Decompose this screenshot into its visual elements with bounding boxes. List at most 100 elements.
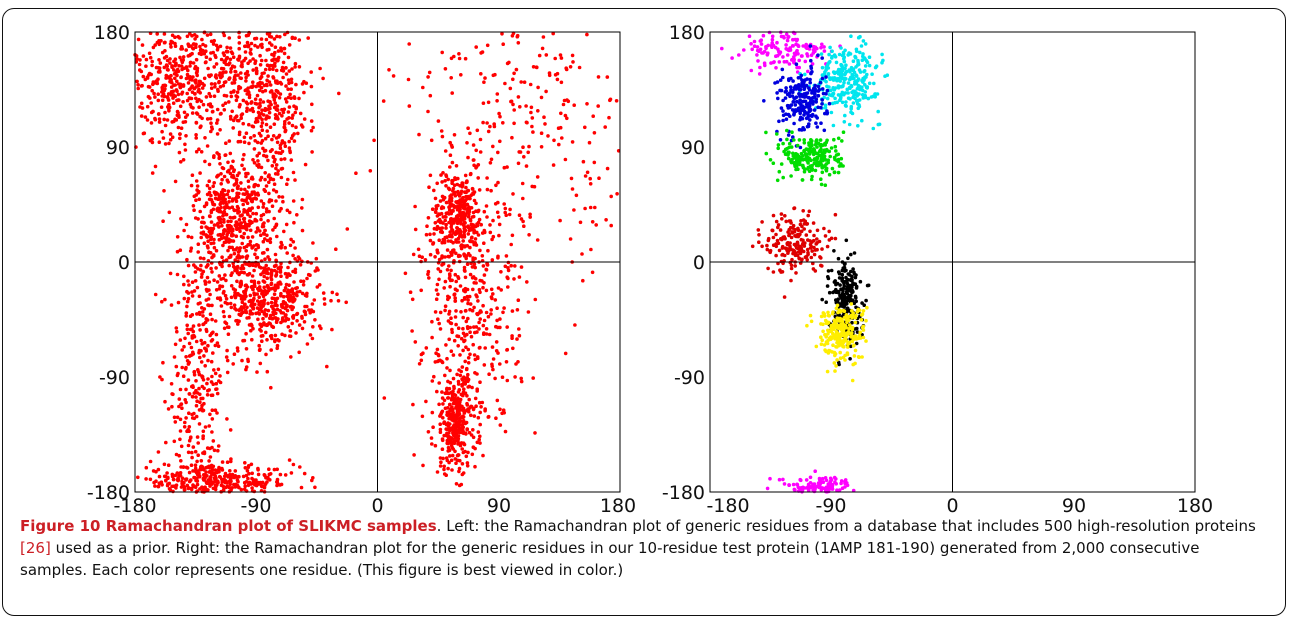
scatter-point xyxy=(215,121,219,125)
scatter-point xyxy=(227,255,231,260)
scatter-point xyxy=(249,322,253,327)
scatter-point xyxy=(266,219,270,223)
scatter-point xyxy=(444,211,449,216)
scatter-point xyxy=(261,205,266,209)
scatter-point xyxy=(759,42,764,46)
ramachandran-plot-left: 180 90 0 -90 -180 -180 -90 0 90 180 xyxy=(87,22,636,515)
scatter-point xyxy=(784,219,788,224)
scatter-point xyxy=(489,287,494,292)
scatter-point xyxy=(465,403,470,407)
scatter-point xyxy=(234,114,239,118)
scatter-point xyxy=(437,402,441,407)
scatter-point xyxy=(284,100,289,104)
scatter-point xyxy=(836,136,841,141)
scatter-point xyxy=(802,169,807,174)
scatter-point xyxy=(496,215,501,219)
scatter-point xyxy=(781,75,785,80)
scatter-point xyxy=(459,482,464,487)
scatter-point xyxy=(229,117,233,121)
scatter-point xyxy=(544,53,549,57)
scatter-point xyxy=(861,80,865,84)
scatter-point xyxy=(267,191,271,196)
scatter-point xyxy=(451,376,456,381)
scatter-point xyxy=(159,105,164,109)
scatter-point xyxy=(189,246,194,250)
scatter-point xyxy=(262,149,267,153)
scatter-point xyxy=(182,425,187,429)
scatter-point xyxy=(810,167,814,171)
scatter-point xyxy=(832,53,837,57)
scatter-point xyxy=(244,100,249,104)
scatter-point xyxy=(236,250,241,254)
scatter-point xyxy=(282,300,286,305)
scatter-point xyxy=(165,483,170,488)
scatter-point xyxy=(445,248,450,252)
scatter-point xyxy=(294,331,298,335)
scatter-point xyxy=(264,116,269,120)
scatter-point xyxy=(863,64,868,68)
scatter-point xyxy=(531,130,535,134)
scatter-point xyxy=(240,241,244,246)
scatter-point xyxy=(175,415,180,420)
scatter-point xyxy=(474,148,479,153)
scatter-point xyxy=(482,80,486,84)
scatter-point xyxy=(255,227,260,231)
scatter-point xyxy=(775,238,780,243)
scatter-point xyxy=(185,72,190,77)
scatter-point xyxy=(874,64,879,68)
scatter-point xyxy=(280,141,284,145)
scatter-point xyxy=(438,464,443,468)
scatter-point xyxy=(780,217,784,221)
scatter-point xyxy=(469,193,474,197)
scatter-point xyxy=(266,267,271,271)
scatter-point xyxy=(275,140,280,145)
scatter-point xyxy=(193,270,198,274)
scatter-point xyxy=(271,228,275,232)
scatter-point xyxy=(265,338,269,342)
scatter-point xyxy=(843,479,847,484)
scatter-point xyxy=(762,99,766,103)
scatter-point xyxy=(458,397,463,402)
scatter-point xyxy=(840,486,845,491)
scatter-point xyxy=(186,450,191,455)
scatter-point xyxy=(279,175,284,180)
scatter-point xyxy=(487,372,491,377)
scatter-point xyxy=(256,183,261,188)
scatter-point xyxy=(790,44,795,48)
scatter-point xyxy=(842,120,847,124)
scatter-point xyxy=(283,97,288,101)
scatter-point xyxy=(814,121,818,125)
scatter-point xyxy=(472,305,476,310)
scatter-point xyxy=(254,102,259,106)
scatter-point xyxy=(178,248,183,252)
scatter-point xyxy=(174,61,178,65)
scatter-point xyxy=(750,244,755,249)
scatter-point xyxy=(191,350,195,355)
scatter-point xyxy=(417,362,422,366)
scatter-point xyxy=(799,478,803,483)
scatter-point xyxy=(585,170,590,175)
scatter-point xyxy=(445,438,450,443)
scatter-point xyxy=(198,392,202,397)
scatter-point xyxy=(281,199,285,204)
scatter-point xyxy=(827,149,832,154)
scatter-point xyxy=(174,326,179,330)
scatter-point xyxy=(289,136,294,141)
scatter-point xyxy=(237,218,242,222)
scatter-point xyxy=(452,441,457,446)
scatter-point xyxy=(459,369,464,374)
scatter-point xyxy=(214,387,218,392)
scatter-point xyxy=(808,242,813,247)
scatter-point xyxy=(828,154,832,159)
scatter-point xyxy=(258,361,263,366)
scatter-point xyxy=(511,192,515,196)
scatter-point xyxy=(827,101,832,106)
scatter-point xyxy=(218,202,222,206)
scatter-point xyxy=(510,336,514,341)
scatter-point xyxy=(824,92,828,96)
scatter-point xyxy=(266,301,270,306)
scatter-point xyxy=(232,352,237,357)
scatter-point xyxy=(463,338,467,343)
scatter-point xyxy=(293,178,297,182)
scatter-point xyxy=(219,205,223,210)
